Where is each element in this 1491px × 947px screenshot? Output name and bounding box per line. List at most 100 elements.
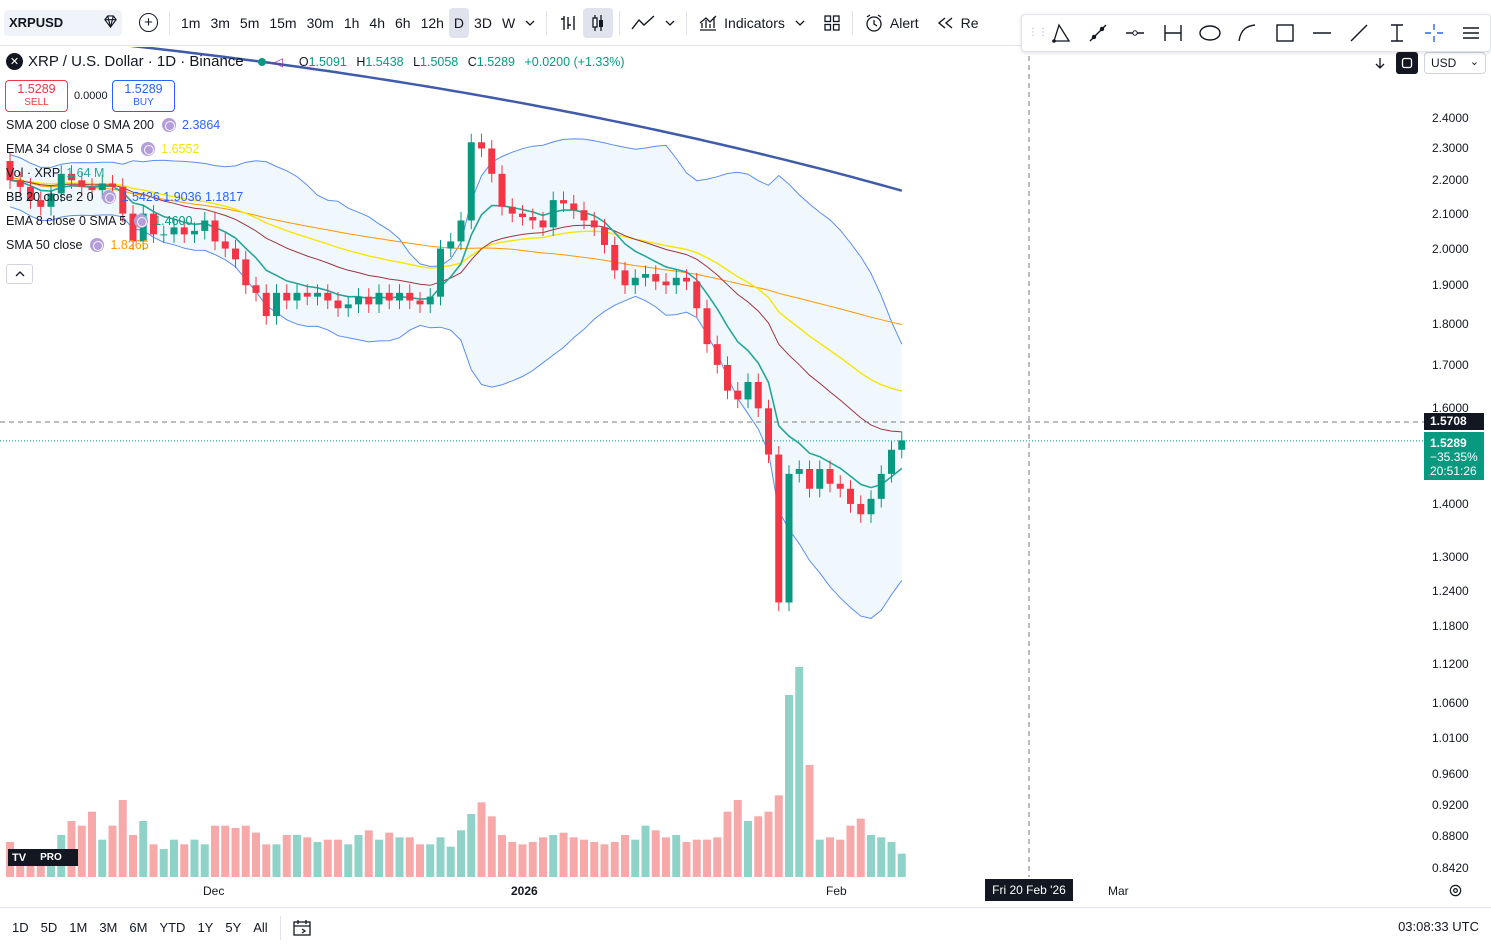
- indicator-legend[interactable]: Vol · XRP 1.64 M: [6, 166, 104, 180]
- range-icon: [1163, 25, 1182, 41]
- range-5y-button[interactable]: 5Y: [225, 920, 242, 935]
- draw-rectangle-tool[interactable]: [1266, 16, 1303, 50]
- buy-button[interactable]: 1.5289 BUY: [112, 80, 175, 112]
- candle-body: [68, 173, 75, 181]
- price-chart[interactable]: [0, 47, 1491, 907]
- volume-bar: [98, 839, 107, 877]
- layouts-button[interactable]: [818, 8, 846, 38]
- indicator-legend[interactable]: EMA 8 close 0 SMA 5 1.4600: [6, 214, 192, 228]
- range-6m-button[interactable]: 6M: [129, 920, 148, 935]
- volume-bar: [231, 828, 240, 877]
- draw-horizontal-ray-tool[interactable]: [1117, 16, 1154, 50]
- range-all-button[interactable]: All: [253, 920, 268, 935]
- volume-bar: [88, 811, 96, 877]
- crosshair: [0, 47, 1424, 877]
- candle-body: [201, 220, 209, 231]
- go-to-date-button[interactable]: [287, 913, 317, 943]
- candle-body: [508, 206, 516, 214]
- interval-12h-button[interactable]: 12h: [420, 14, 444, 31]
- volume-bar: [569, 837, 578, 877]
- interval-3d-button[interactable]: 3D: [474, 14, 492, 31]
- interval-dropdown-button[interactable]: [520, 8, 540, 38]
- chart-settings-button[interactable]: [1448, 883, 1463, 902]
- sell-button[interactable]: 1.5289 SELL: [5, 80, 68, 112]
- draw-trendline-tool[interactable]: [1079, 16, 1116, 50]
- indicator-legend[interactable]: EMA 34 close 0 SMA 5 1.6552: [6, 142, 199, 156]
- candle-body: [47, 193, 55, 207]
- collapse-legend-button[interactable]: [6, 264, 33, 284]
- volume-bar: [621, 835, 629, 877]
- draw-triangle-tool[interactable]: [1042, 16, 1079, 50]
- symbol-search[interactable]: XRPUSD: [4, 9, 122, 36]
- diamond-icon[interactable]: [103, 14, 118, 32]
- settings-icon[interactable]: [101, 190, 116, 204]
- indicator-legend[interactable]: SMA 200 close 0 SMA 200 2.3864: [6, 118, 220, 132]
- settings-icon[interactable]: [134, 214, 149, 228]
- volume-bar: [682, 842, 691, 877]
- volume-bar: [877, 837, 886, 877]
- interval-w-button[interactable]: W: [501, 14, 516, 31]
- range-5d-button[interactable]: 5D: [40, 920, 58, 935]
- settings-icon[interactable]: [162, 118, 177, 132]
- scale-down-arrow-button[interactable]: [1369, 52, 1391, 74]
- interval-6h-button[interactable]: 6h: [394, 14, 411, 31]
- interval-15m-button[interactable]: 15m: [269, 14, 297, 31]
- settings-icon[interactable]: [90, 238, 105, 252]
- indicator-legend[interactable]: SMA 50 close 1.8266: [6, 238, 149, 252]
- draw-vertical-range-tool[interactable]: [1378, 16, 1415, 50]
- vertical-range-icon: [1390, 24, 1403, 42]
- range-ytd-button[interactable]: YTD: [159, 920, 186, 935]
- indicators-button[interactable]: Indicators: [693, 8, 790, 38]
- chart-type-dropdown-button[interactable]: [660, 8, 680, 38]
- bar-style-candles-button[interactable]: [583, 7, 614, 38]
- interval-4h-button[interactable]: 4h: [369, 14, 385, 31]
- drag-handle-icon[interactable]: ⋮⋮: [1028, 27, 1048, 38]
- ohlc-values: O1.5091 H1.5438 L1.5058 C1.5289 +0.0200 …: [293, 55, 625, 69]
- candle-body: [37, 200, 45, 207]
- crosshair-tool[interactable]: [1415, 16, 1452, 50]
- draw-curve-tool[interactable]: [1229, 16, 1266, 50]
- candle-body: [478, 142, 485, 149]
- range-1m-button[interactable]: 1M: [69, 920, 88, 935]
- interval-1h-button[interactable]: 1h: [343, 14, 360, 31]
- settings-icon[interactable]: [141, 142, 156, 156]
- interval-3m-button[interactable]: 3m: [210, 14, 230, 31]
- more-tools-button[interactable]: [1453, 16, 1490, 50]
- chart-pane[interactable]: ✕ XRP / U.S. Dollar · 1D · Binance ◁ O1.…: [0, 47, 1491, 907]
- flag-icon[interactable]: ◁: [273, 54, 283, 69]
- interval-5m-button[interactable]: 5m: [239, 14, 260, 31]
- volume-bar: [662, 837, 670, 877]
- angle-tool-icon: [1051, 23, 1070, 43]
- price-tick-label: 0.8420: [1432, 861, 1469, 875]
- line-style-button[interactable]: [626, 8, 660, 38]
- interval-1m-button[interactable]: 1m: [181, 14, 201, 31]
- auto-scale-button[interactable]: [1396, 52, 1418, 74]
- interval-d-button[interactable]: D: [448, 7, 470, 38]
- alert-button[interactable]: Alert: [859, 8, 924, 38]
- draw-hline-tool[interactable]: [1303, 16, 1340, 50]
- candle-body: [529, 217, 537, 221]
- ray-icon: [1350, 24, 1368, 42]
- indicator-legend[interactable]: BB 20 close 2 0 1.5426 1.9036 1.1817: [6, 190, 243, 204]
- draw-ellipse-tool[interactable]: [1191, 16, 1228, 50]
- indicators-dropdown-button[interactable]: [790, 8, 810, 38]
- compare-symbol-button[interactable]: +: [134, 8, 163, 38]
- indicators-icon: [699, 15, 717, 31]
- range-1d-button[interactable]: 1D: [12, 920, 29, 935]
- calendar-icon: [293, 919, 311, 936]
- candle-body: [539, 220, 547, 228]
- range-3m-button[interactable]: 3M: [99, 920, 118, 935]
- market-status-dot: [257, 57, 266, 66]
- currency-select[interactable]: USD ⌄: [1424, 52, 1486, 74]
- draw-price-range-tool[interactable]: [1154, 16, 1191, 50]
- range-1y-button[interactable]: 1Y: [197, 920, 214, 935]
- close-value: 1.5289: [476, 54, 516, 69]
- draw-ray-tool[interactable]: [1341, 16, 1378, 50]
- line-chart-icon: [631, 14, 655, 29]
- bar-style-bars-button[interactable]: [553, 8, 583, 38]
- utc-clock[interactable]: 03:08:33 UTC: [1398, 919, 1479, 934]
- tradingview-logo[interactable]: TV PRO: [8, 849, 78, 866]
- interval-30m-button[interactable]: 30m: [306, 14, 334, 31]
- replay-button[interactable]: Re: [932, 8, 984, 38]
- volume-bar: [539, 837, 547, 877]
